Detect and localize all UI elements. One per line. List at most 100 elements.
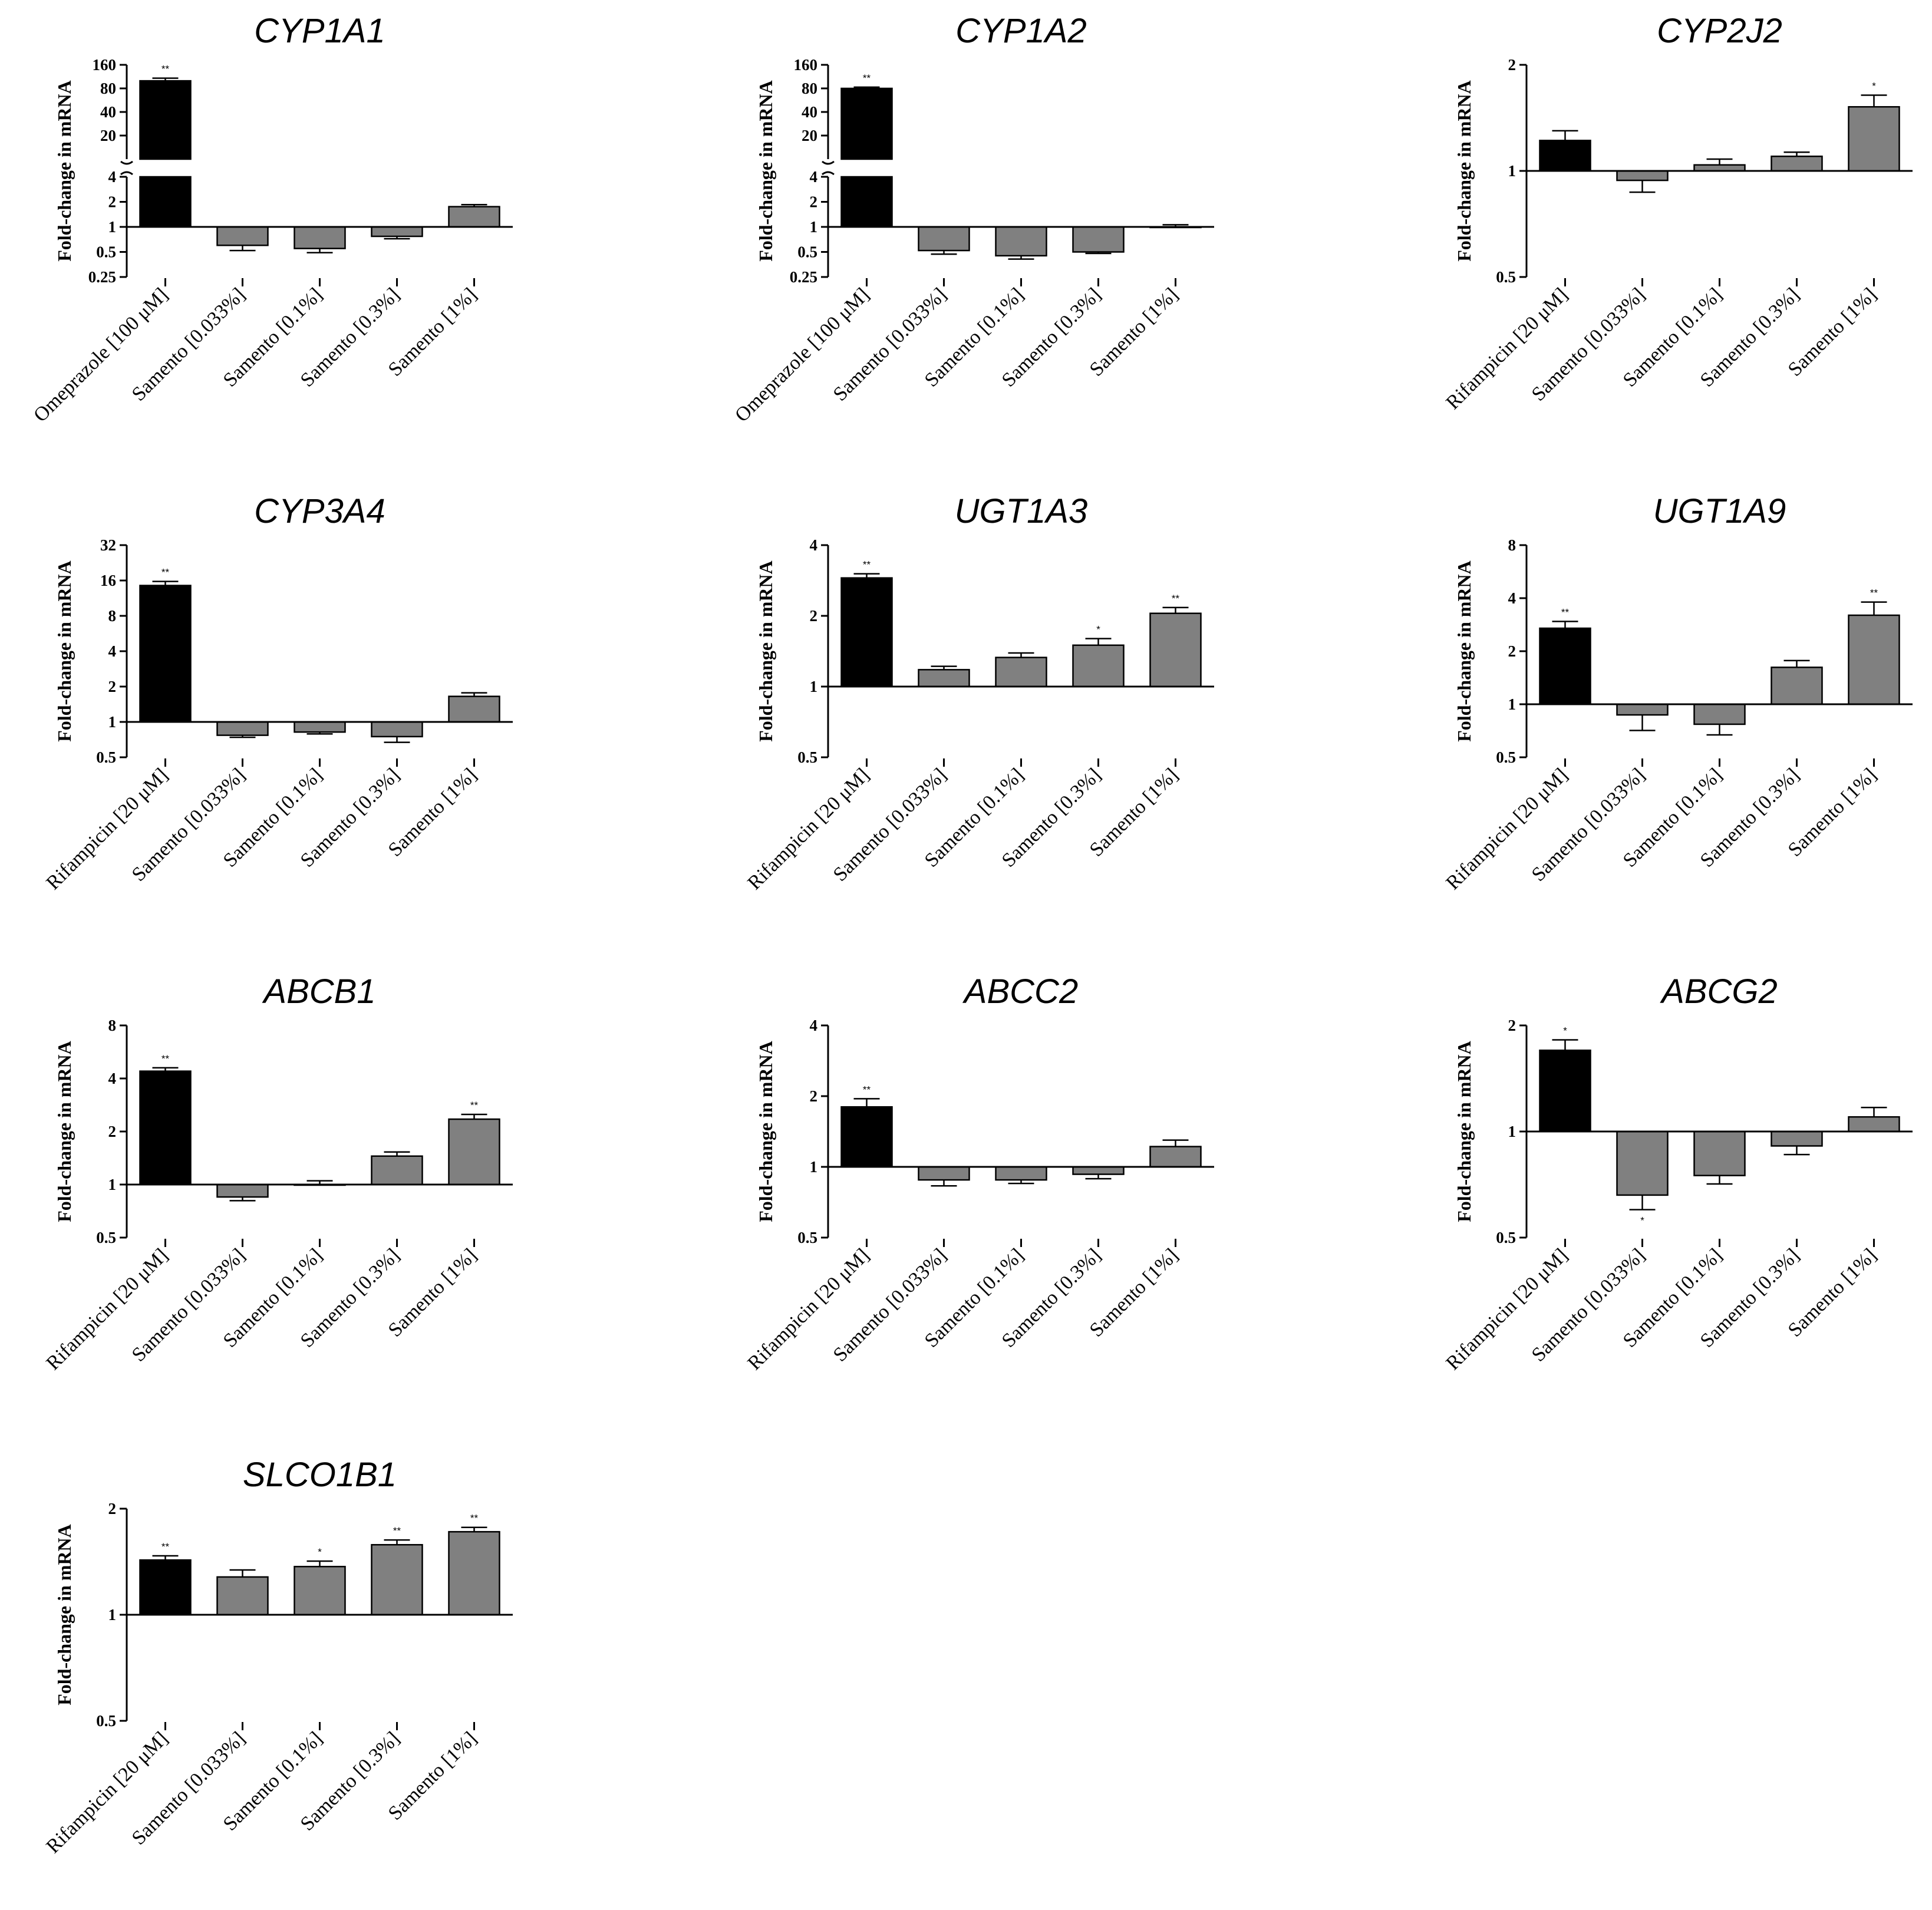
y-tick-label: 0.5 <box>1496 748 1516 766</box>
bar <box>1072 226 1125 253</box>
significance-mark: ** <box>1561 607 1570 618</box>
y-tick-label: 4 <box>1508 589 1516 607</box>
bar <box>294 1565 346 1616</box>
y-tick-label: 0.25 <box>88 268 116 286</box>
significance-mark: * <box>318 1546 322 1558</box>
y-axis-label: Fold-change in mRNA <box>1453 560 1475 742</box>
bar <box>1848 614 1900 705</box>
bar <box>139 585 192 723</box>
significance-mark: * <box>1640 1215 1644 1226</box>
y-tick-label: 0.5 <box>1496 268 1516 286</box>
bar <box>371 1543 423 1616</box>
axis-break-mark <box>120 171 133 176</box>
bar <box>139 176 192 228</box>
y-tick-label: 1 <box>810 678 818 695</box>
y-tick-label: 1 <box>1508 1123 1516 1140</box>
bar <box>840 87 893 160</box>
bar <box>1693 164 1746 172</box>
y-tick-label: 4 <box>810 536 818 554</box>
bar <box>840 577 893 688</box>
y-tick-label: 40 <box>100 103 116 121</box>
chart-title: CYP3A4 <box>254 492 385 530</box>
chart-title: CYP1A2 <box>955 12 1086 50</box>
y-tick-label: 8 <box>1508 536 1516 554</box>
y-tick-label: 0.25 <box>790 268 817 286</box>
chart-title: CYP2J2 <box>1657 12 1782 50</box>
chart-title: SLCO1B1 <box>243 1456 397 1494</box>
bar <box>1616 170 1669 182</box>
y-tick-label: 80 <box>802 80 817 97</box>
bar <box>294 226 346 249</box>
bar <box>139 80 192 160</box>
y-tick-label: 0.5 <box>797 1229 817 1246</box>
significance-mark: ** <box>470 1100 479 1111</box>
y-tick-label: 2 <box>108 1123 117 1140</box>
bar <box>1539 140 1591 172</box>
y-tick-label: 8 <box>108 607 117 625</box>
y-tick-label: 2 <box>810 193 818 211</box>
y-tick-label: 1 <box>108 713 117 731</box>
bar <box>918 1166 970 1181</box>
y-axis-label: Fold-change in mRNA <box>755 80 776 262</box>
y-tick-label: 2 <box>108 678 117 695</box>
bar <box>1539 1049 1591 1133</box>
bar <box>1149 1146 1202 1168</box>
bar <box>448 206 500 228</box>
y-tick-label: 20 <box>802 127 817 144</box>
chart-title: ABCG2 <box>1660 972 1778 1011</box>
y-tick-label: 2 <box>108 193 117 211</box>
bar <box>216 1576 269 1616</box>
bar <box>139 1559 192 1616</box>
y-axis-label: Fold-change in mRNA <box>54 1524 75 1706</box>
bar <box>995 1166 1047 1181</box>
bar <box>448 695 500 723</box>
axis-break-mark <box>822 171 835 176</box>
chart-title: ABCC2 <box>962 972 1078 1011</box>
bar <box>918 226 970 252</box>
chart-title: ABCB1 <box>262 972 375 1011</box>
significance-mark: ** <box>1870 588 1878 599</box>
significance-mark: * <box>1563 1025 1567 1036</box>
y-tick-label: 1 <box>1508 162 1516 180</box>
chart-title: CYP1A1 <box>254 12 385 50</box>
bar <box>840 1106 893 1168</box>
significance-mark: ** <box>393 1525 401 1536</box>
bar <box>1616 1130 1669 1196</box>
y-tick-label: 1 <box>108 1606 117 1624</box>
y-tick-label: 0.5 <box>96 1229 116 1246</box>
y-tick-label: 0.5 <box>797 243 817 261</box>
y-tick-label: 2 <box>1508 642 1516 660</box>
bar <box>448 1118 500 1186</box>
y-tick-label: 16 <box>100 572 116 589</box>
y-tick-label: 2 <box>1508 56 1516 74</box>
chart-title: UGT1A9 <box>1653 492 1786 530</box>
bar <box>1616 703 1669 716</box>
y-tick-label: 2 <box>810 607 818 625</box>
x-tick-label: Omeprazole [100 μM] <box>731 283 873 426</box>
y-tick-label: 40 <box>802 103 817 121</box>
bar <box>995 226 1047 257</box>
x-tick-label: Omeprazole [100 μM] <box>29 283 172 426</box>
y-tick-label: 1 <box>108 1176 117 1193</box>
significance-mark: ** <box>161 567 170 578</box>
significance-mark: ** <box>470 1513 479 1524</box>
y-tick-label: 4 <box>810 168 818 186</box>
y-axis-label: Fold-change in mRNA <box>755 560 776 742</box>
bar <box>216 721 269 736</box>
bar <box>448 1530 500 1616</box>
y-tick-label: 0.5 <box>797 748 817 766</box>
bar <box>918 669 970 688</box>
bar <box>840 176 893 228</box>
significance-mark: ** <box>863 559 871 570</box>
bar <box>995 657 1047 688</box>
y-tick-label: 160 <box>93 56 117 74</box>
y-tick-label: 2 <box>1508 1017 1516 1034</box>
bar <box>1072 644 1125 688</box>
bar <box>1149 612 1202 688</box>
bar <box>371 1155 423 1186</box>
bar <box>1848 106 1900 172</box>
